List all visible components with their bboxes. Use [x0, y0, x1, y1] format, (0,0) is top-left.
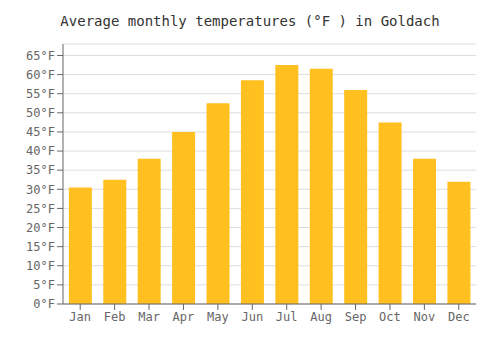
- svg-text:45°F: 45°F: [26, 125, 55, 139]
- svg-text:Feb: Feb: [104, 310, 126, 324]
- svg-text:0°F: 0°F: [33, 297, 55, 311]
- svg-text:25°F: 25°F: [26, 202, 55, 216]
- svg-text:35°F: 35°F: [26, 163, 55, 177]
- svg-text:Jan: Jan: [69, 310, 91, 324]
- svg-text:20°F: 20°F: [26, 221, 55, 235]
- svg-text:40°F: 40°F: [26, 144, 55, 158]
- svg-text:Dec: Dec: [448, 310, 470, 324]
- svg-text:Jul: Jul: [276, 310, 298, 324]
- svg-text:Aug: Aug: [310, 310, 332, 324]
- svg-text:Nov: Nov: [414, 310, 436, 324]
- svg-text:5°F: 5°F: [33, 278, 55, 292]
- svg-text:10°F: 10°F: [26, 259, 55, 273]
- svg-text:Oct: Oct: [379, 310, 401, 324]
- svg-text:May: May: [207, 310, 229, 324]
- svg-text:65°F: 65°F: [26, 49, 55, 63]
- svg-text:Sep: Sep: [345, 310, 367, 324]
- svg-text:15°F: 15°F: [26, 240, 55, 254]
- svg-text:Apr: Apr: [173, 310, 195, 324]
- svg-text:Mar: Mar: [138, 310, 160, 324]
- svg-text:50°F: 50°F: [26, 106, 55, 120]
- svg-text:55°F: 55°F: [26, 87, 55, 101]
- html-text:Average monthly temperatures (: Average monthly temperatures (°F ) in Go…: [60, 13, 440, 29]
- svg-text:60°F: 60°F: [26, 68, 55, 82]
- svg-text:30°F: 30°F: [26, 183, 55, 197]
- svg-text:Jun: Jun: [241, 310, 263, 324]
